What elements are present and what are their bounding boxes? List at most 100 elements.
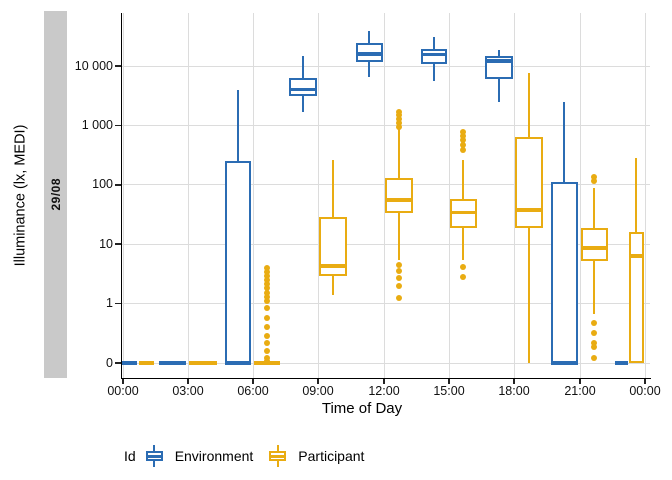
- outlier-dot: [264, 315, 270, 322]
- outlier-dot: [264, 273, 270, 280]
- x-tick-mark: [317, 379, 319, 384]
- v-gridline: [579, 13, 581, 378]
- outlier-dot: [264, 290, 270, 297]
- outlier-dot: [264, 281, 270, 288]
- y-axis-line: [120, 13, 122, 379]
- outlier-dot: [264, 348, 270, 355]
- x-tick-mark: [122, 379, 124, 384]
- box-median: [515, 208, 543, 212]
- outlier-dot: [396, 123, 402, 130]
- x-axis-title: Time of Day: [321, 400, 403, 417]
- y-tick-mark: [115, 124, 121, 127]
- x-tick-label: 09:00: [302, 384, 334, 398]
- box-whisker: [593, 187, 595, 229]
- outlier-dot: [264, 276, 270, 283]
- box-median: [355, 52, 383, 56]
- flat-dash: [138, 361, 154, 365]
- x-tick-label: 03:00: [172, 384, 204, 398]
- box-whisker: [433, 64, 435, 82]
- outlier-dot: [264, 264, 270, 271]
- x-tick-label: 12:00: [368, 384, 400, 398]
- legend: Id Environment Participant: [124, 444, 380, 468]
- v-gridline: [448, 13, 450, 378]
- box-rect: [580, 228, 608, 262]
- outlier-dot: [264, 293, 270, 300]
- box-whisker: [368, 61, 370, 78]
- outlier-dot: [460, 137, 466, 144]
- x-tick-label: 00:00: [107, 384, 139, 398]
- outlier-dot: [460, 133, 466, 140]
- box-whisker: [462, 160, 464, 200]
- box-median: [421, 52, 447, 57]
- h-gridline: [121, 124, 650, 126]
- h-gridline: [121, 65, 650, 67]
- outlier-dot: [396, 112, 402, 119]
- box-median: [580, 246, 608, 250]
- outlier-dot: [396, 274, 402, 281]
- box-whisker: [398, 128, 400, 179]
- box-whisker: [528, 73, 530, 137]
- box-whisker: [302, 56, 304, 79]
- x-tick-mark: [252, 379, 254, 384]
- x-tick-mark: [187, 379, 189, 384]
- v-gridline: [383, 13, 385, 378]
- h-gridline: [121, 362, 650, 364]
- v-gridline: [252, 13, 254, 378]
- outlier-dot: [396, 262, 402, 269]
- box-whisker: [498, 49, 500, 57]
- legend-key-boxplot-icon: [269, 445, 287, 467]
- x-tick-label: 18:00: [498, 384, 530, 398]
- v-gridline: [122, 13, 124, 378]
- box-rect: [421, 49, 447, 64]
- x-tick-label: 06:00: [237, 384, 269, 398]
- y-tick-label: 100: [92, 177, 113, 192]
- x-tick-mark: [579, 379, 581, 384]
- outlier-dot: [264, 298, 270, 305]
- facet-strip: 29/08: [44, 11, 67, 378]
- outlier-dot: [396, 294, 402, 301]
- outlier-dot: [460, 129, 466, 136]
- x-tick-label: 15:00: [433, 384, 465, 398]
- outlier-dot: [591, 177, 597, 184]
- x-axis-line: [120, 377, 651, 379]
- outlier-dot: [591, 343, 597, 350]
- outlier-dot: [396, 268, 402, 275]
- outlier-dot: [591, 174, 597, 181]
- legend-key-median: [147, 455, 161, 458]
- outlier-dot: [460, 264, 466, 271]
- x-tick-mark: [644, 379, 646, 384]
- outlier-dot: [264, 340, 270, 347]
- legend-item-participant: Participant: [269, 445, 364, 467]
- x-tick-mark: [513, 379, 515, 384]
- y-tick-label: 10 000: [74, 58, 113, 73]
- y-tick-mark: [115, 184, 121, 186]
- x-tick-mark: [383, 379, 385, 384]
- box-whisker: [528, 227, 530, 363]
- y-tick-mark: [115, 65, 121, 67]
- v-gridline: [317, 13, 319, 378]
- v-gridline: [187, 13, 189, 378]
- legend-item-label: Participant: [298, 448, 365, 464]
- box-whisker: [302, 96, 304, 113]
- flat-dash: [158, 361, 186, 365]
- box-rect: [289, 78, 317, 97]
- legend-key-boxplot-icon: [145, 445, 163, 467]
- box-rect: [385, 178, 413, 213]
- flat-dash: [189, 361, 217, 365]
- outlier-dot: [591, 330, 597, 337]
- legend-key-median: [271, 455, 285, 458]
- box-rect: [550, 182, 578, 363]
- y-tick-label: 1: [106, 296, 113, 311]
- box-median: [449, 210, 477, 215]
- y-tick-mark: [115, 362, 121, 364]
- box-whisker: [563, 102, 565, 183]
- outlier-dot: [460, 147, 466, 154]
- box-whisker: [332, 276, 334, 295]
- box-median: [289, 87, 317, 92]
- x-tick-label: 21:00: [564, 384, 596, 398]
- h-gridline: [121, 243, 650, 245]
- box-median: [319, 264, 347, 268]
- x-tick-label: 00:00: [629, 384, 661, 398]
